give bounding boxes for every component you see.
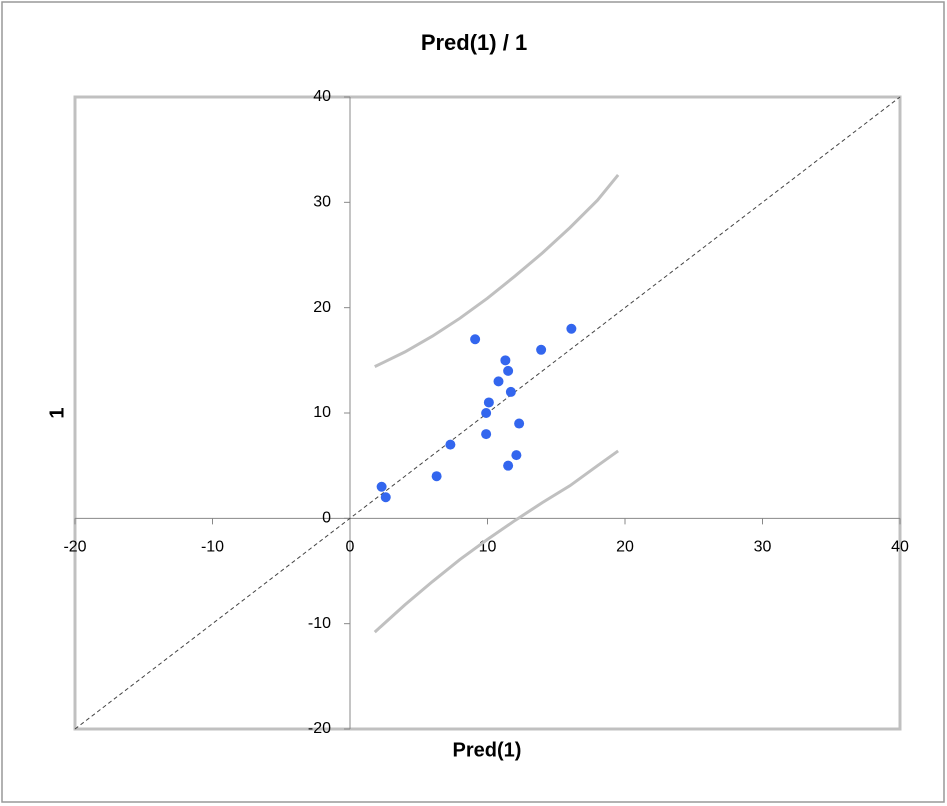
chart-title: Pred(1) / 1 <box>421 30 527 55</box>
point <box>470 334 481 345</box>
x-tick-label: 40 <box>891 539 909 556</box>
point <box>505 386 516 397</box>
x-axis-title: Pred(1) <box>453 739 522 761</box>
point <box>566 323 577 334</box>
point <box>536 344 547 355</box>
y-tick-label: 20 <box>313 299 331 316</box>
point <box>445 439 456 450</box>
x-tick-label: 20 <box>616 539 634 556</box>
y-tick-label: -10 <box>308 615 331 632</box>
point <box>481 429 492 440</box>
y-tick-label: -20 <box>308 720 331 737</box>
plot-frame <box>73 95 902 731</box>
point <box>481 408 492 418</box>
point <box>376 481 387 492</box>
point <box>503 365 514 376</box>
confidence-band <box>374 173 620 369</box>
point <box>493 376 504 387</box>
point <box>500 355 511 366</box>
x-tick-label: 0 <box>346 539 355 556</box>
y-tick-label: 10 <box>313 404 331 421</box>
point <box>514 418 525 429</box>
point <box>503 460 514 471</box>
point <box>483 397 494 408</box>
x-tick-label: -20 <box>63 539 86 556</box>
x-tick-label: -10 <box>201 539 224 556</box>
confidence-band <box>373 449 619 634</box>
point <box>380 492 391 503</box>
x-tick-label: 30 <box>754 539 772 556</box>
y-tick-label: 40 <box>313 88 331 105</box>
y-tick-label: 0 <box>322 510 331 527</box>
point <box>431 471 442 482</box>
y-axis-title: 1 <box>46 407 68 418</box>
point <box>511 450 522 461</box>
y-tick-label: 30 <box>313 194 331 211</box>
